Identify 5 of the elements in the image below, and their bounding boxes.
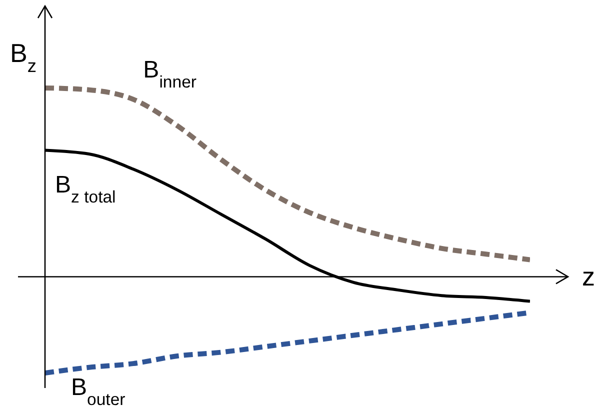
series-label: B$_{z total}$ — [55, 171, 116, 206]
series-label: B$_{outer}$ — [71, 374, 126, 409]
x-axis-title: z — [582, 262, 595, 292]
series-label: B$_{inner}$ — [143, 56, 197, 91]
y-axis-title: B$_{z}$ — [10, 38, 36, 76]
